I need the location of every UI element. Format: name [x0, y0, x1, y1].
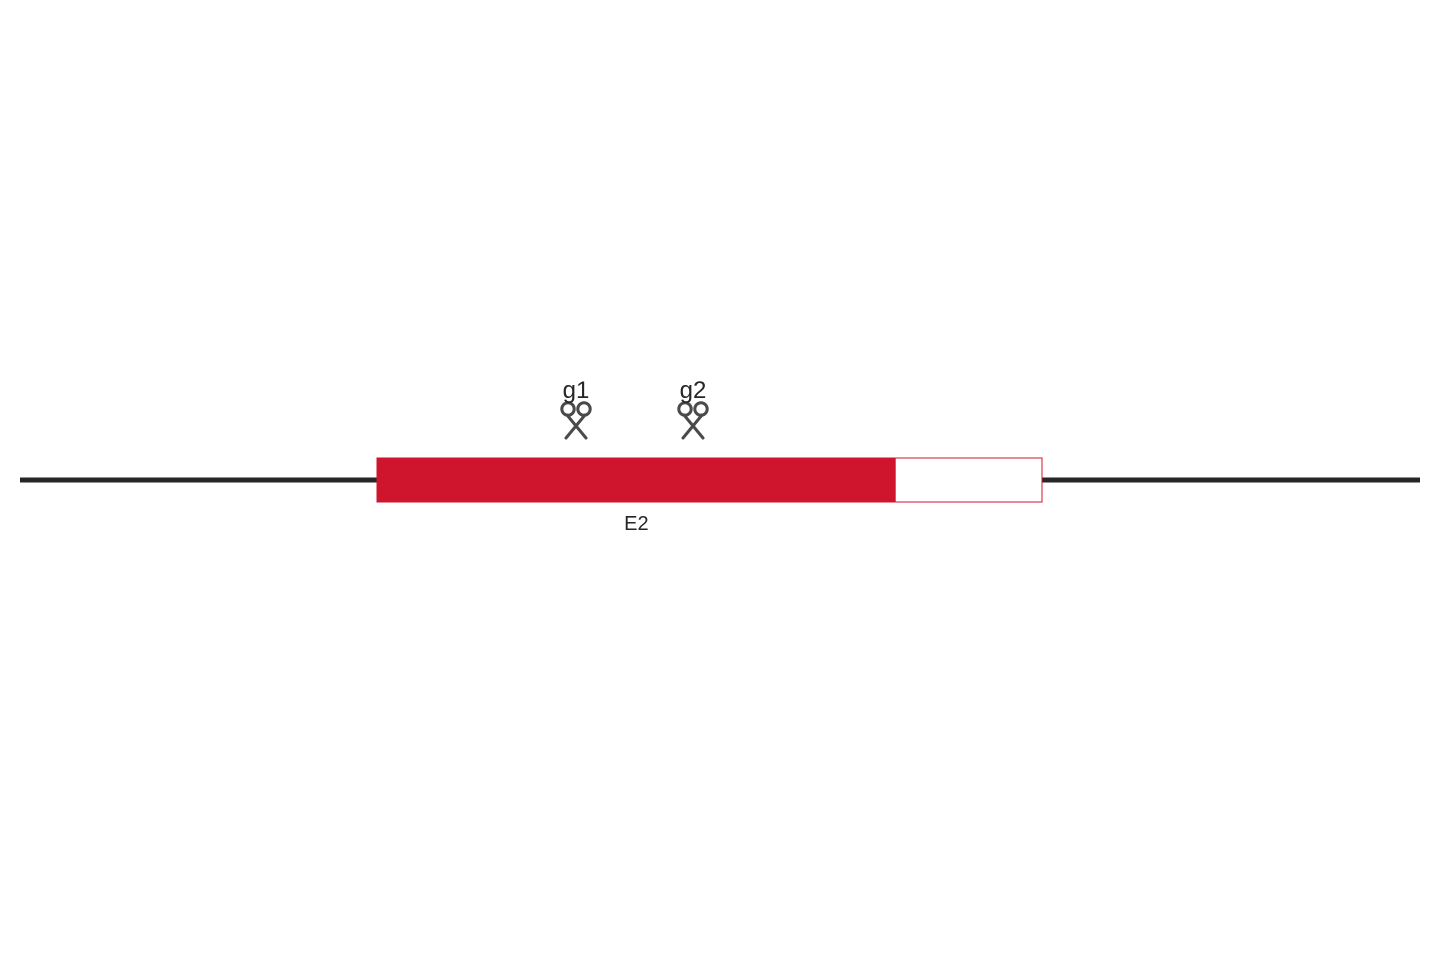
guide-label-g1: g1 — [563, 377, 590, 404]
exon-coding-region — [377, 458, 896, 502]
exon-label: E2 — [624, 513, 648, 535]
guide-markers: g1 g2 — [562, 377, 707, 438]
gene-diagram: E2 g1 g2 — [0, 0, 1440, 960]
guide-g2: g2 — [679, 377, 707, 438]
scissors-icon — [679, 403, 707, 438]
exon-box: E2 — [377, 458, 1042, 535]
guide-g1: g1 — [562, 377, 590, 438]
scissors-icon — [562, 403, 590, 438]
guide-label-g2: g2 — [680, 377, 707, 404]
